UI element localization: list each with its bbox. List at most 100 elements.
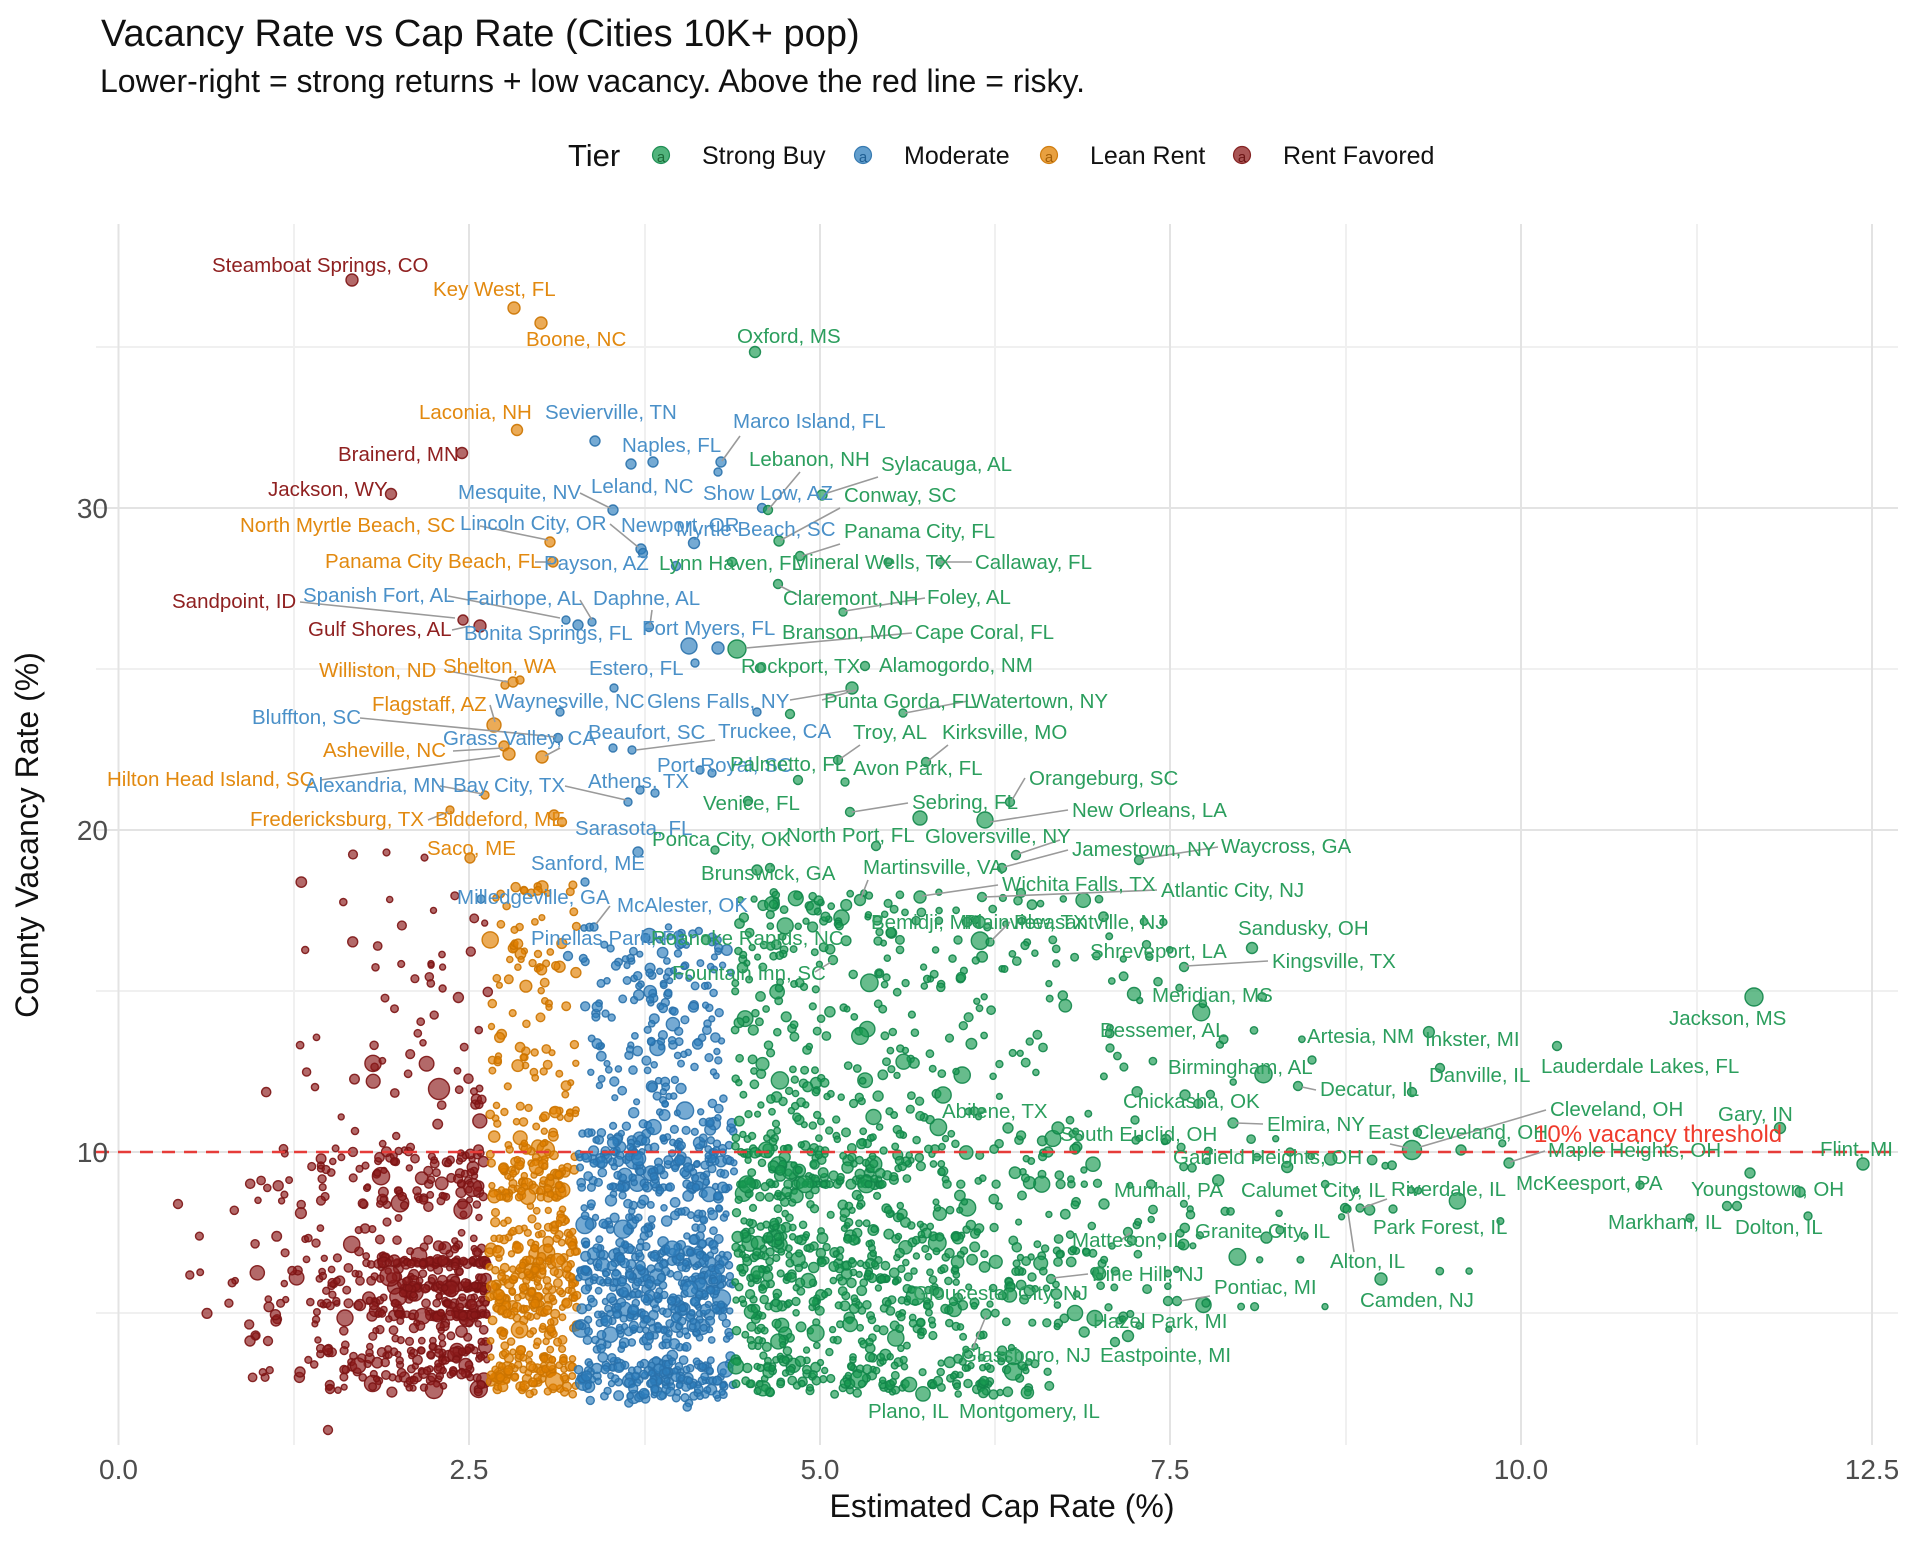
svg-text:Bluffton, SC: Bluffton, SC	[252, 706, 361, 729]
svg-text:0.0: 0.0	[99, 1454, 138, 1485]
svg-text:Park Forest, IL: Park Forest, IL	[1373, 1216, 1507, 1239]
svg-text:Danville, IL: Danville, IL	[1429, 1064, 1530, 1087]
svg-text:Shreveport, LA: Shreveport, LA	[1090, 940, 1227, 963]
svg-text:Artesia, NM: Artesia, NM	[1307, 1025, 1414, 1048]
svg-text:Laconia, NH: Laconia, NH	[419, 401, 532, 424]
svg-text:Lincoln City, OR: Lincoln City, OR	[460, 512, 607, 535]
svg-text:Pontiac, MI: Pontiac, MI	[1214, 1276, 1317, 1299]
svg-text:Alexandria, MN: Alexandria, MN	[305, 774, 445, 797]
svg-text:Cape Coral, FL: Cape Coral, FL	[915, 621, 1054, 644]
svg-text:Glens Falls, NY: Glens Falls, NY	[647, 690, 790, 713]
svg-text:North Port, FL: North Port, FL	[786, 824, 915, 847]
svg-text:Rockport, TX: Rockport, TX	[741, 655, 861, 678]
svg-text:Lower-right = strong returns +: Lower-right = strong returns + low vacan…	[100, 63, 1085, 99]
svg-text:Munhall, PA: Munhall, PA	[1114, 1179, 1223, 1202]
svg-text:Fredericksburg, TX: Fredericksburg, TX	[250, 808, 424, 831]
svg-text:Boone, NC: Boone, NC	[526, 328, 626, 351]
svg-text:Sandusky, OH: Sandusky, OH	[1238, 917, 1369, 940]
svg-text:Flagstaff, AZ: Flagstaff, AZ	[372, 693, 487, 716]
svg-text:Abilene, TX: Abilene, TX	[942, 1100, 1048, 1123]
svg-text:Kingsville, TX: Kingsville, TX	[1272, 950, 1396, 973]
svg-text:Hazel Park, MI: Hazel Park, MI	[1093, 1310, 1227, 1333]
svg-text:Inkster, MI: Inkster, MI	[1425, 1028, 1520, 1051]
svg-text:Milledgeville, GA: Milledgeville, GA	[457, 886, 610, 909]
svg-text:Mesquite, NV: Mesquite, NV	[458, 481, 581, 504]
svg-text:Fairhope, AL: Fairhope, AL	[466, 587, 582, 610]
svg-text:Dolton, IL: Dolton, IL	[1735, 1216, 1823, 1239]
svg-text:Payson, AZ: Payson, AZ	[544, 552, 649, 575]
svg-text:Kirksville, MO: Kirksville, MO	[942, 721, 1067, 744]
svg-text:Calumet City, IL: Calumet City, IL	[1241, 1179, 1385, 1202]
svg-text:Orangeburg, SC: Orangeburg, SC	[1029, 767, 1178, 790]
svg-text:Sylacauga, AL: Sylacauga, AL	[881, 453, 1012, 476]
svg-text:Montgomery, IL: Montgomery, IL	[959, 1400, 1100, 1423]
svg-text:Jackson, WY: Jackson, WY	[268, 478, 388, 501]
svg-text:Lean Rent: Lean Rent	[1090, 142, 1205, 170]
svg-text:Decatur, IL: Decatur, IL	[1320, 1078, 1419, 1101]
svg-text:Troy, AL: Troy, AL	[853, 721, 927, 744]
svg-text:Panama City Beach, FL: Panama City Beach, FL	[325, 550, 542, 573]
svg-text:Waycross, GA: Waycross, GA	[1221, 835, 1352, 858]
svg-text:Camden, NJ: Camden, NJ	[1360, 1289, 1474, 1312]
svg-text:Asheville, NC: Asheville, NC	[323, 739, 446, 762]
svg-text:Pleasantville, NJ: Pleasantville, NJ	[1014, 911, 1166, 934]
svg-text:East Cleveland, OH: East Cleveland, OH	[1368, 1121, 1548, 1144]
svg-text:Estimated Cap Rate (%): Estimated Cap Rate (%)	[829, 1488, 1174, 1524]
svg-text:30: 30	[77, 493, 108, 524]
svg-text:12.5: 12.5	[1845, 1454, 1900, 1485]
svg-text:Flint, MI: Flint, MI	[1820, 1138, 1893, 1161]
svg-text:Bonita Springs, FL: Bonita Springs, FL	[464, 622, 633, 645]
svg-text:Meridian, MS: Meridian, MS	[1152, 984, 1273, 1007]
svg-text:Granite City, IL: Granite City, IL	[1195, 1220, 1330, 1243]
svg-text:Bessemer, AL: Bessemer, AL	[1100, 1019, 1226, 1042]
svg-text:10: 10	[77, 1137, 108, 1168]
svg-text:Jamestown, NY: Jamestown, NY	[1072, 838, 1216, 861]
svg-text:Palmetto, FL: Palmetto, FL	[730, 753, 846, 776]
svg-text:Roanoke Rapids, NC: Roanoke Rapids, NC	[651, 927, 844, 950]
svg-text:Show Low, AZ: Show Low, AZ	[703, 482, 833, 505]
svg-text:Gloversville, NY: Gloversville, NY	[925, 825, 1071, 848]
svg-text:South Euclid, OH: South Euclid, OH	[1060, 1123, 1217, 1146]
svg-text:Callaway, FL: Callaway, FL	[975, 551, 1092, 574]
svg-text:Biddeford, ME: Biddeford, ME	[435, 808, 565, 831]
svg-text:Watertown, NY: Watertown, NY	[971, 690, 1108, 713]
svg-text:Strong Buy: Strong Buy	[702, 142, 826, 170]
svg-text:Myrtle Beach, SC: Myrtle Beach, SC	[676, 518, 836, 541]
svg-text:Alton, IL: Alton, IL	[1330, 1250, 1405, 1273]
svg-text:Matteson, IL: Matteson, IL	[1072, 1229, 1185, 1252]
svg-text:Oxford, MS: Oxford, MS	[737, 325, 841, 348]
svg-text:McAlester, OK: McAlester, OK	[617, 894, 748, 917]
svg-text:Foley, AL: Foley, AL	[927, 586, 1011, 609]
svg-text:Fort Myers, FL: Fort Myers, FL	[642, 617, 775, 640]
svg-text:a: a	[859, 149, 868, 166]
svg-text:Williston, ND: Williston, ND	[319, 659, 436, 682]
svg-text:Garfield Heights, OH: Garfield Heights, OH	[1173, 1146, 1362, 1169]
svg-text:Cleveland, OH: Cleveland, OH	[1550, 1098, 1683, 1121]
svg-text:Avon Park, FL: Avon Park, FL	[853, 757, 983, 780]
svg-text:Steamboat Springs, CO: Steamboat Springs, CO	[212, 254, 429, 277]
svg-text:Jackson, MS: Jackson, MS	[1669, 1007, 1786, 1030]
svg-text:County Vacancy Rate (%): County Vacancy Rate (%)	[9, 652, 45, 1018]
svg-text:Eastpointe, MI: Eastpointe, MI	[1100, 1344, 1231, 1367]
svg-text:a: a	[1238, 149, 1247, 166]
svg-text:Lauderdale Lakes, FL: Lauderdale Lakes, FL	[1541, 1055, 1739, 1078]
svg-text:Spanish Fort, AL: Spanish Fort, AL	[303, 584, 455, 607]
svg-text:North Myrtle Beach, SC: North Myrtle Beach, SC	[240, 514, 456, 537]
svg-text:Sandpoint, ID: Sandpoint, ID	[172, 590, 296, 613]
svg-text:Vacancy Rate vs Cap Rate (Citi: Vacancy Rate vs Cap Rate (Cities 10K+ po…	[101, 13, 860, 55]
svg-text:Shelton, WA: Shelton, WA	[443, 655, 557, 678]
svg-text:Saco, ME: Saco, ME	[427, 837, 516, 860]
svg-text:Venice, FL: Venice, FL	[703, 792, 800, 815]
svg-text:Lebanon, NH: Lebanon, NH	[749, 448, 870, 471]
svg-text:Martinsville, VA: Martinsville, VA	[863, 856, 1003, 879]
svg-text:Beaufort, SC: Beaufort, SC	[588, 721, 706, 744]
svg-text:Estero, FL: Estero, FL	[589, 657, 684, 680]
svg-text:Naples, FL: Naples, FL	[622, 434, 721, 457]
svg-text:Claremont, NH: Claremont, NH	[783, 587, 919, 610]
svg-text:Sevierville, TN: Sevierville, TN	[545, 401, 677, 424]
svg-text:Sebring, FL: Sebring, FL	[912, 791, 1018, 814]
svg-text:Wichita Falls, TX: Wichita Falls, TX	[1002, 873, 1156, 896]
svg-text:Sanford, ME: Sanford, ME	[531, 852, 645, 875]
svg-text:Youngstown, OH: Youngstown, OH	[1691, 1178, 1844, 1201]
svg-text:Chickasha, OK: Chickasha, OK	[1123, 1090, 1260, 1113]
